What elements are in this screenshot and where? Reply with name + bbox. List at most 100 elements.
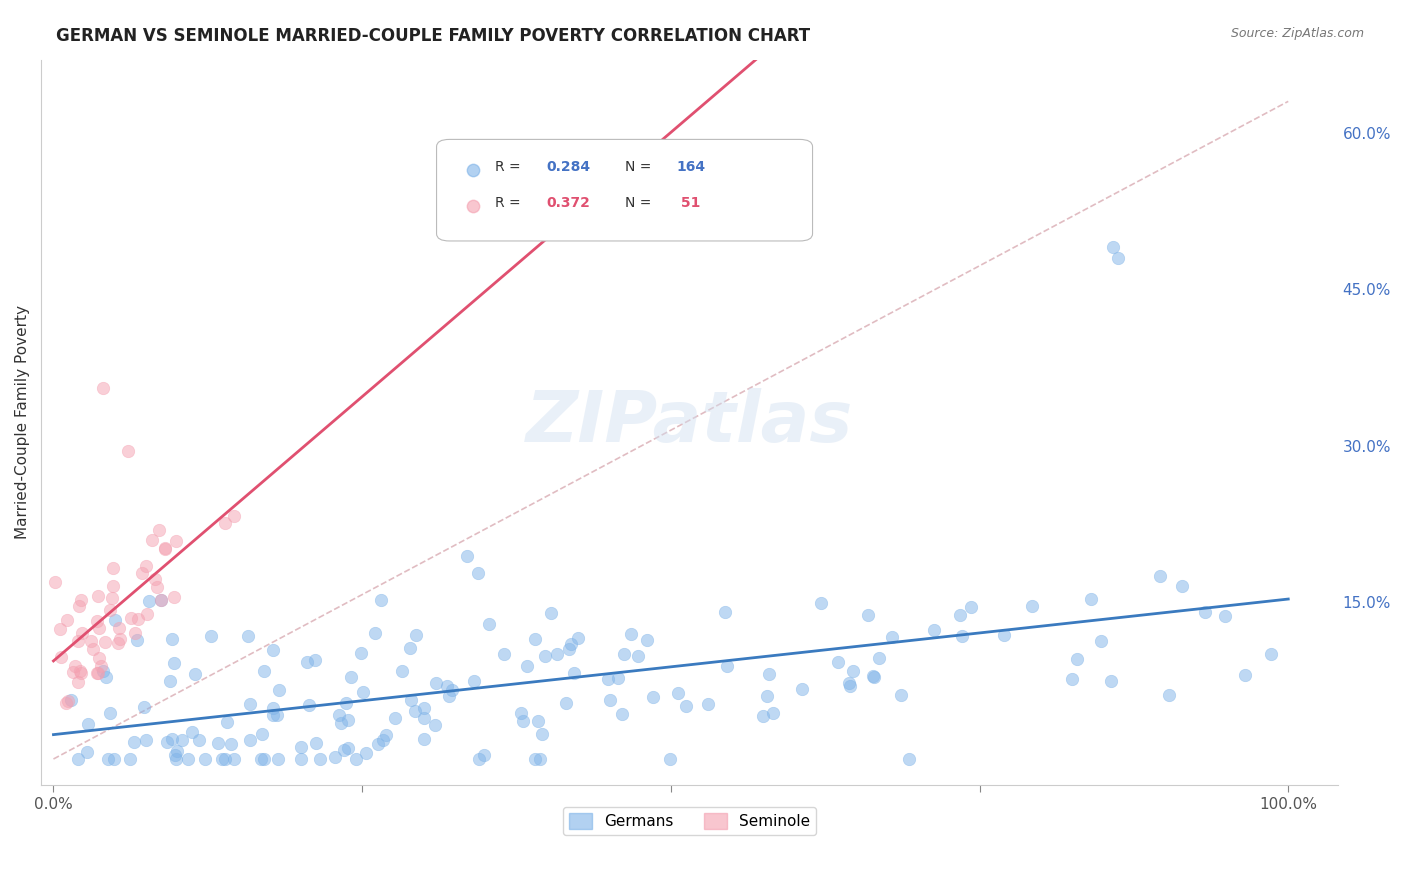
Point	[558, 642, 581, 657]
Point	[267, 683, 290, 698]
Point	[124, 626, 146, 640]
Point	[262, 643, 284, 657]
Point	[329, 716, 352, 731]
Point	[153, 541, 176, 555]
Point	[93, 634, 115, 648]
Point	[755, 689, 778, 703]
Point	[184, 667, 207, 681]
Point	[371, 733, 394, 747]
Point	[922, 623, 945, 637]
Point	[533, 649, 555, 664]
Point	[529, 752, 551, 766]
Point	[91, 664, 114, 678]
Text: Source: ZipAtlas.com: Source: ZipAtlas.com	[1230, 27, 1364, 40]
Point	[413, 711, 436, 725]
Point	[862, 669, 884, 683]
Point	[297, 655, 319, 669]
Point	[1159, 688, 1181, 702]
Point	[194, 752, 217, 766]
Point	[165, 752, 187, 766]
Point	[612, 707, 634, 722]
Point	[101, 561, 124, 575]
Point	[215, 714, 238, 729]
Point	[108, 621, 131, 635]
Point	[224, 509, 246, 524]
Point	[86, 614, 108, 628]
Point	[1233, 668, 1256, 682]
Point	[413, 701, 436, 715]
Point	[69, 665, 91, 680]
Point	[842, 664, 865, 678]
Point	[1102, 240, 1125, 254]
Point	[135, 732, 157, 747]
Point	[262, 700, 284, 714]
Text: N =: N =	[624, 196, 655, 211]
Point	[658, 752, 681, 766]
Point	[890, 688, 912, 702]
Point	[456, 549, 478, 563]
Point	[425, 676, 447, 690]
Point	[441, 682, 464, 697]
Point	[135, 558, 157, 573]
Point	[752, 708, 775, 723]
Point	[98, 706, 121, 720]
Point	[69, 664, 91, 678]
Point	[66, 752, 89, 766]
Point	[267, 752, 290, 766]
Point	[1066, 652, 1088, 666]
Point	[340, 670, 363, 684]
Point	[636, 632, 658, 647]
Point	[530, 726, 553, 740]
Point	[364, 625, 387, 640]
Point	[425, 718, 447, 732]
Point	[82, 641, 104, 656]
Point	[304, 653, 326, 667]
Point	[613, 647, 636, 661]
Point	[325, 750, 347, 764]
Point	[472, 748, 495, 763]
Point	[512, 714, 534, 728]
Point	[59, 693, 82, 707]
Point	[838, 675, 860, 690]
Point	[211, 752, 233, 766]
Point	[1080, 591, 1102, 606]
Point	[546, 647, 568, 661]
Point	[214, 752, 236, 766]
Point	[101, 591, 124, 605]
Point	[524, 632, 547, 647]
Point	[1149, 568, 1171, 582]
Point	[62, 665, 84, 679]
Point	[675, 698, 697, 713]
Point	[838, 680, 860, 694]
Point	[90, 658, 112, 673]
Point	[252, 665, 274, 679]
Point	[344, 752, 367, 766]
Point	[562, 666, 585, 681]
Point	[200, 629, 222, 643]
Point	[150, 593, 173, 607]
Point	[1260, 647, 1282, 661]
Point	[1194, 605, 1216, 619]
Point	[180, 725, 202, 739]
Point	[80, 634, 103, 648]
Point	[370, 592, 392, 607]
Point	[467, 566, 489, 580]
Point	[599, 693, 621, 707]
Point	[55, 696, 77, 710]
Point	[103, 752, 125, 766]
Point	[290, 752, 312, 766]
Point	[207, 736, 229, 750]
Point	[367, 737, 389, 751]
Point	[138, 594, 160, 608]
Point	[880, 631, 903, 645]
Text: 51: 51	[676, 196, 700, 211]
Point	[239, 732, 262, 747]
Point	[120, 610, 142, 624]
Point	[375, 728, 398, 742]
Point	[86, 665, 108, 680]
Point	[77, 716, 100, 731]
Point	[510, 706, 533, 720]
Point	[596, 673, 619, 687]
Point	[666, 686, 689, 700]
Point	[862, 670, 884, 684]
